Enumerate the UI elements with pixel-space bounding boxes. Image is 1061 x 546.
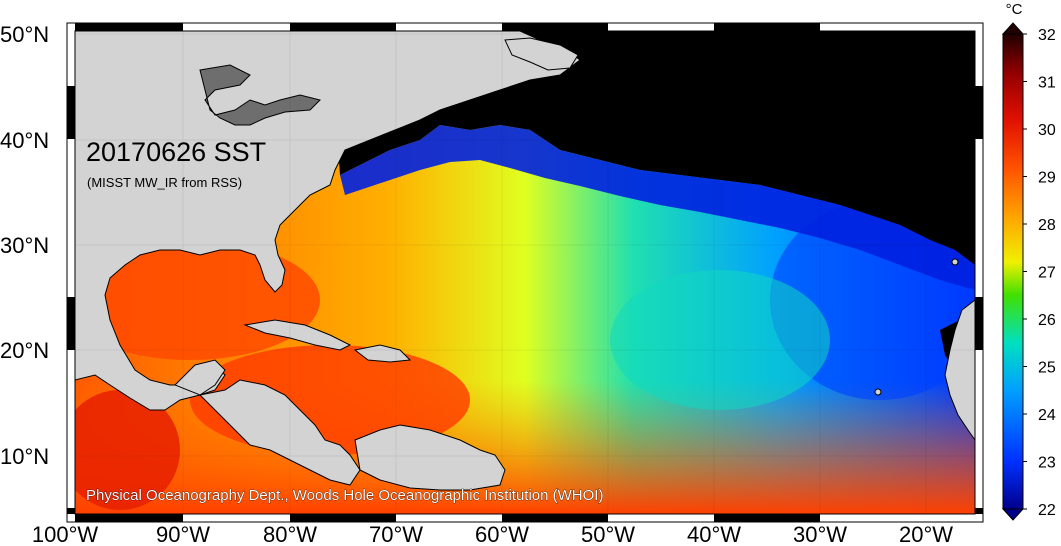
canary-islands [951,258,959,266]
north-america-land [75,31,581,411]
colorbar-tick-label: 22 [1038,502,1056,519]
yucatan-land [174,359,226,396]
colorbar-top-arrow [1001,22,1025,35]
frame-segment [290,23,396,31]
sst-map-panel [75,31,975,514]
africa-land [944,299,975,441]
frame-segment [67,297,75,350]
lon-label-50: 50°W [581,522,635,546]
south-america-land [354,424,506,491]
cuba-land [243,319,352,351]
pacific-warm-patch [75,390,180,510]
frame-segment [67,86,75,139]
map-credit: Physical Oceanography Dept., Woods Hole … [86,487,603,504]
colorbar-tick-label: 30 [1038,122,1056,139]
frame-segment [75,514,183,522]
lon-label-60: 60°W [475,522,529,546]
colorbar-tick-label: 25 [1038,360,1056,377]
frame-segment [714,514,820,522]
frame-segment [975,86,983,139]
colorbar-tick-label: 26 [1038,312,1056,329]
colorbar-tick-label: 31 [1038,75,1056,92]
lon-label-90: 90°W [156,522,210,546]
newfoundland-land [504,37,579,71]
colorbar: °C 32 31 30 29 28 27 26 25 24 23 22 [1001,1,1056,521]
colorbar-tick-label: 24 [1038,407,1056,424]
lat-label-50: 50°N [0,22,49,47]
colorbar-tick-label: 23 [1038,455,1056,472]
longitude-labels: 100°W 90°W 80°W 70°W 60°W 50°W 40°W 30°W… [32,522,953,546]
graticule [75,31,975,514]
lon-label-20: 20°W [899,522,953,546]
lon-label-80: 80°W [263,522,317,546]
map-subtitle: (MISST MW_IR from RSS) [87,175,242,190]
colorbar-unit: °C [1006,1,1023,18]
colorbar-tick-label: 32 [1038,27,1056,44]
frame-segment [290,514,396,522]
lat-label-20: 20°N [0,338,49,363]
great-lakes [199,64,321,126]
frame-segment [75,23,183,31]
lon-label-30: 30°W [793,522,847,546]
lon-label-40: 40°W [687,522,741,546]
central-america-land [198,379,361,486]
hispaniola-land [353,344,412,363]
lat-label-30: 30°N [0,233,49,258]
map-date-title: 20170626 SST [86,137,266,167]
colorbar-gradient [1002,33,1024,510]
lon-label-70: 70°W [369,522,423,546]
lat-label-10: 10°N [0,444,49,469]
cape-verde-islands [874,388,882,396]
frame-segment [975,508,983,514]
frame-segment [67,508,75,514]
frame-segment [502,23,608,31]
colorbar-tick-label: 28 [1038,217,1056,234]
central-cyan-patch [610,270,830,410]
colorbar-bottom-arrow [1001,508,1025,521]
colorbar-tick-label: 27 [1038,265,1056,282]
latitude-labels: 50°N 40°N 30°N 20°N 10°N [0,22,49,469]
lon-label-100: 100°W [32,522,99,546]
colorbar-tick-label: 29 [1038,170,1056,187]
map-frame [66,22,984,523]
frame-segment [502,514,608,522]
frame-segment [714,23,820,31]
frame-segment [975,297,983,350]
colorbar-ticks: 32 31 30 29 28 27 26 25 24 23 22 [1023,27,1056,519]
lat-label-40: 40°N [0,128,49,153]
